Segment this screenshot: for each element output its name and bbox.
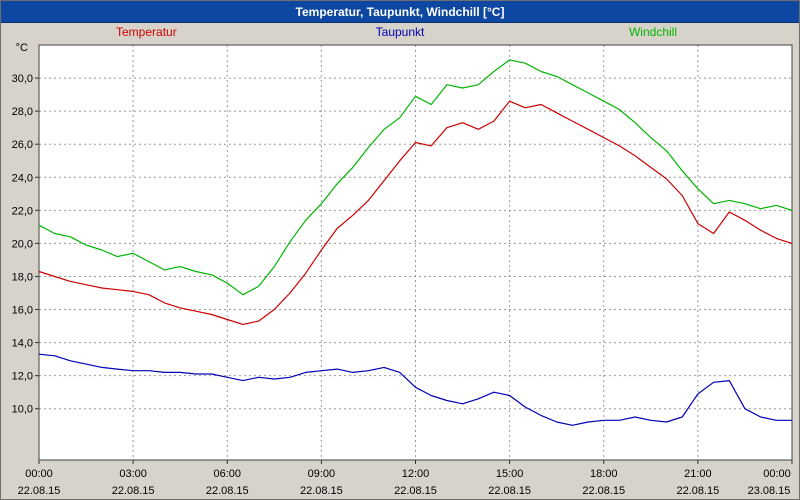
svg-text:03:00: 03:00 [119,468,147,480]
svg-text:20,0: 20,0 [12,238,33,250]
svg-text:22.08.15: 22.08.15 [18,485,61,497]
svg-text:16,0: 16,0 [12,305,33,317]
svg-text:22.08.15: 22.08.15 [582,485,625,497]
svg-text:18:00: 18:00 [590,468,618,480]
svg-text:06:00: 06:00 [213,468,241,480]
window-title: Temperatur, Taupunkt, Windchill [°C] [295,4,505,19]
svg-text:23.08.15: 23.08.15 [748,485,791,497]
svg-text:26,0: 26,0 [12,139,33,151]
svg-text:22.08.15: 22.08.15 [112,485,155,497]
legend-item-windchill: Windchill [628,25,677,39]
svg-text:18,0: 18,0 [12,271,33,283]
title-bar: Temperatur, Taupunkt, Windchill [°C] [1,1,799,23]
chart-legend: Temperatur Taupunkt Windchill [1,23,799,40]
svg-text:22.08.15: 22.08.15 [676,485,719,497]
svg-text:22.08.15: 22.08.15 [206,485,249,497]
legend-item-taupunkt: Taupunkt [375,25,425,39]
svg-text:00:00: 00:00 [25,468,53,480]
svg-text:°C: °C [16,42,28,54]
svg-text:30,0: 30,0 [12,73,33,85]
svg-text:22.08.15: 22.08.15 [300,485,343,497]
svg-text:28,0: 28,0 [12,106,33,118]
chart-svg: 10,0 12,0 14,0 16,0 18,0 20,0 22,0 24,0 26,0 28,0… [12,42,793,497]
svg-text:22.08.15: 22.08.15 [394,485,437,497]
svg-text:10,0: 10,0 [12,404,33,416]
svg-text:14,0: 14,0 [12,338,33,350]
svg-text:21:00: 21:00 [684,468,712,480]
svg-text:15:00: 15:00 [496,468,524,480]
svg-text:24,0: 24,0 [12,172,33,184]
svg-text:22,0: 22,0 [12,205,33,217]
svg-text:09:00: 09:00 [308,468,336,480]
svg-text:22.08.15: 22.08.15 [488,485,531,497]
svg-text:12,0: 12,0 [12,371,33,383]
svg-text:12:00: 12:00 [402,468,430,480]
legend-item-temperatur: Temperatur [116,25,177,39]
svg-text:00:00: 00:00 [763,468,791,480]
